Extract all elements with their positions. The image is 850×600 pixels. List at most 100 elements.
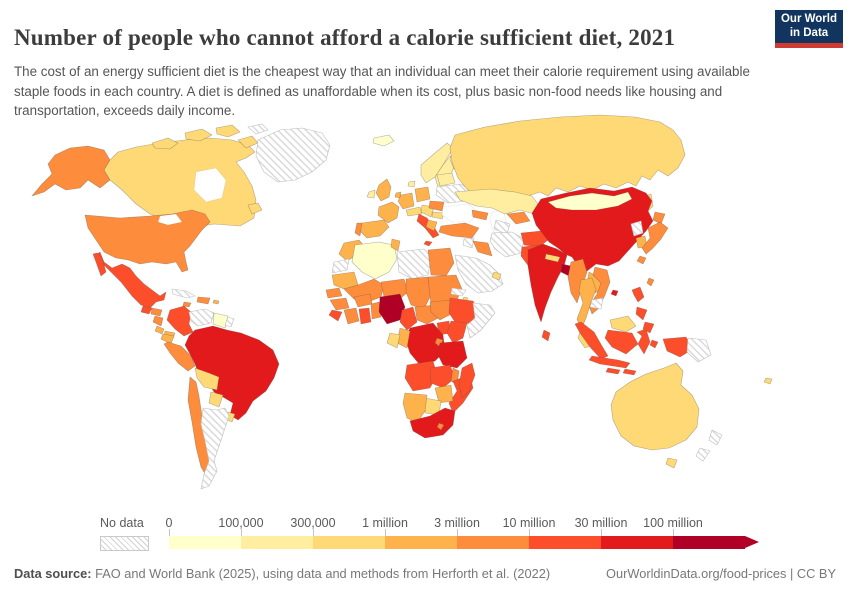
country-brazil[interactable] [184,325,280,421]
country-philippines[interactable] [631,286,645,303]
country-portugal[interactable] [354,222,363,237]
country-algeria[interactable] [351,241,398,280]
country-colombia[interactable] [166,305,194,337]
country-paraguay[interactable] [208,391,224,408]
country-poland[interactable] [414,186,431,203]
country-indonesia-java[interactable] [588,355,631,369]
country-lesotho[interactable] [436,422,445,431]
country-afghanistan[interactable] [520,230,549,248]
country-cambodia[interactable] [589,297,604,310]
country-syria[interactable] [462,237,475,249]
country-guinea[interactable] [329,297,350,311]
legend-bin-0[interactable] [169,536,241,549]
country-australia[interactable] [610,362,700,451]
owid-logo[interactable]: Our World in Data [775,10,843,48]
country-nicaragua[interactable] [152,315,164,327]
country-bolivia[interactable] [194,367,220,391]
legend-bin-3[interactable] [385,536,457,549]
country-eritrea[interactable] [450,287,467,297]
country-india[interactable] [527,243,568,323]
legend-no-data-swatch[interactable] [100,536,149,551]
country-belarus-baltics[interactable] [436,172,456,187]
country-jamaica[interactable] [182,301,192,308]
footer-link[interactable]: OurWorldinData.org/food-prices | CC BY [606,566,836,581]
country-taiwan[interactable] [646,277,655,287]
country-nigeria[interactable] [378,293,406,325]
country-indonesia-lesser-sunda[interactable] [605,367,621,375]
country-indonesia-sulawesi[interactable] [636,328,651,355]
country-ghana[interactable] [358,307,372,325]
legend-color-bar[interactable] [169,536,759,549]
legend-bin-5[interactable] [529,536,601,549]
country-libya[interactable] [396,248,432,280]
legend-bin-2[interactable] [313,536,385,549]
country-mexico-baja[interactable] [92,252,107,277]
country-iraq[interactable] [472,240,493,257]
country-turkey[interactable] [438,222,480,239]
country-ireland[interactable] [366,189,376,199]
country-caucasus[interactable] [471,209,489,221]
country-cuba[interactable] [171,288,196,299]
country-australia-tasmania[interactable] [665,457,678,469]
country-tanzania[interactable] [436,340,468,369]
country-japan[interactable] [641,221,669,255]
country-greenland[interactable] [255,127,331,183]
country-costa-rica[interactable] [154,325,165,335]
country-bulgaria[interactable] [431,211,445,220]
country-denmark[interactable] [407,180,416,188]
country-spain[interactable] [358,219,390,239]
country-gabon[interactable] [386,332,401,349]
country-indonesia-maluku[interactable] [649,339,659,349]
world-choropleth-map[interactable] [0,112,850,510]
country-somalia[interactable] [466,302,496,339]
country-puerto-rico[interactable] [212,299,220,305]
country-guyana-suriname[interactable] [212,312,229,329]
legend-bin-4[interactable] [457,536,529,549]
country-philippines[interactable] [642,321,655,334]
country-mongolia[interactable] [547,191,633,211]
legend-bin-1[interactable] [241,536,313,549]
country-canada[interactable] [103,137,257,229]
country-south-sudan[interactable] [429,299,456,321]
country-togo-benin[interactable] [370,301,382,320]
country-canada-newfoundland[interactable] [247,202,263,215]
country-angola[interactable] [404,360,438,392]
country-myanmar[interactable] [567,258,588,304]
country-guatemala[interactable] [140,305,153,315]
country-arabian-peninsula[interactable] [454,254,504,294]
country-senegal[interactable] [325,287,343,299]
country-united-kingdom[interactable] [375,178,392,202]
country-madagascar[interactable] [458,362,476,399]
country-china-hainan[interactable] [610,289,619,297]
country-chad[interactable] [405,276,432,310]
country-papua-new-guinea[interactable] [686,337,712,363]
country-tunisia[interactable] [390,238,401,252]
country-italy-sicily[interactable] [423,240,433,247]
country-cameroon[interactable] [399,306,418,331]
country-usa[interactable] [84,209,211,273]
country-new-zealand[interactable] [695,447,711,462]
country-uzbekistan[interactable] [506,211,531,225]
country-nepal[interactable] [544,253,561,263]
country-zimbabwe[interactable] [434,384,454,404]
country-kenya[interactable] [446,320,468,344]
country-new-zealand[interactable] [708,429,723,446]
country-indonesia-lesser-sunda[interactable] [622,368,637,376]
country-south-africa[interactable] [409,407,456,439]
country-sri-lanka[interactable] [541,329,551,342]
country-france[interactable] [377,201,400,224]
country-fiji[interactable] [763,377,773,385]
country-russia[interactable] [449,114,686,197]
country-argentina[interactable] [200,407,230,490]
country-egypt[interactable] [427,247,455,277]
legend-bin-7[interactable] [673,536,745,549]
country-uae[interactable] [491,271,502,281]
country-zambia[interactable] [429,364,456,389]
country-central-europe[interactable] [405,206,423,217]
country-peru[interactable] [163,341,196,372]
country-arctic-nodata[interactable] [247,123,269,135]
country-venezuela[interactable] [188,308,215,327]
country-haiti-dominican[interactable] [196,296,211,305]
country-mexico[interactable] [96,251,167,309]
country-kazakhstan[interactable] [454,188,539,215]
